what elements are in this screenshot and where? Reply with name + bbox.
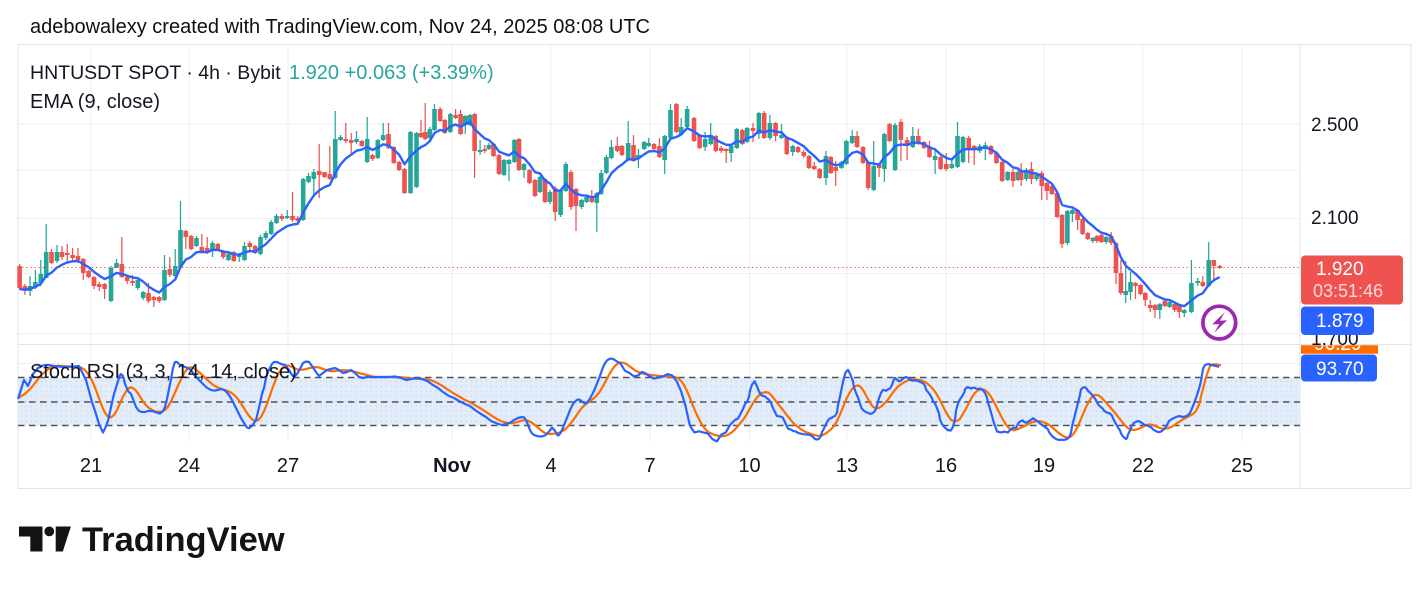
svg-text:1.879: 1.879 [1316, 311, 1364, 332]
svg-text:25: 25 [1231, 455, 1253, 477]
svg-text:13: 13 [836, 455, 858, 477]
svg-text:TradingView: TradingView [82, 521, 285, 559]
svg-text:7: 7 [644, 455, 655, 477]
svg-text:16: 16 [935, 455, 957, 477]
svg-text:21: 21 [80, 455, 102, 477]
svg-text:96.29: 96.29 [1314, 334, 1362, 355]
svg-text:4: 4 [545, 455, 556, 477]
svg-text:Nov: Nov [433, 455, 472, 477]
svg-text:Stoch RSI (3, 3, 14, 14, close: Stoch RSI (3, 3, 14, 14, close) [30, 361, 297, 383]
svg-text:1.920 +0.063 (+3.39%): 1.920 +0.063 (+3.39%) [289, 62, 494, 84]
svg-text:22: 22 [1132, 455, 1154, 477]
svg-text:2.100: 2.100 [1311, 208, 1359, 229]
svg-text:03:51:46: 03:51:46 [1313, 281, 1383, 301]
svg-text:EMA (9, close): EMA (9, close) [30, 91, 160, 113]
svg-text:10: 10 [738, 455, 760, 477]
svg-text:HNTUSDT SPOT · 4h · Bybit: HNTUSDT SPOT · 4h · Bybit [30, 62, 281, 84]
svg-text:93.70: 93.70 [1316, 359, 1364, 380]
svg-text:24: 24 [178, 455, 200, 477]
svg-text:19: 19 [1033, 455, 1055, 477]
svg-text:27: 27 [277, 455, 299, 477]
svg-text:2.500: 2.500 [1311, 115, 1359, 136]
svg-text:adebowalexy created with Tradi: adebowalexy created with TradingView.com… [30, 16, 650, 38]
svg-text:1.920: 1.920 [1316, 259, 1364, 280]
